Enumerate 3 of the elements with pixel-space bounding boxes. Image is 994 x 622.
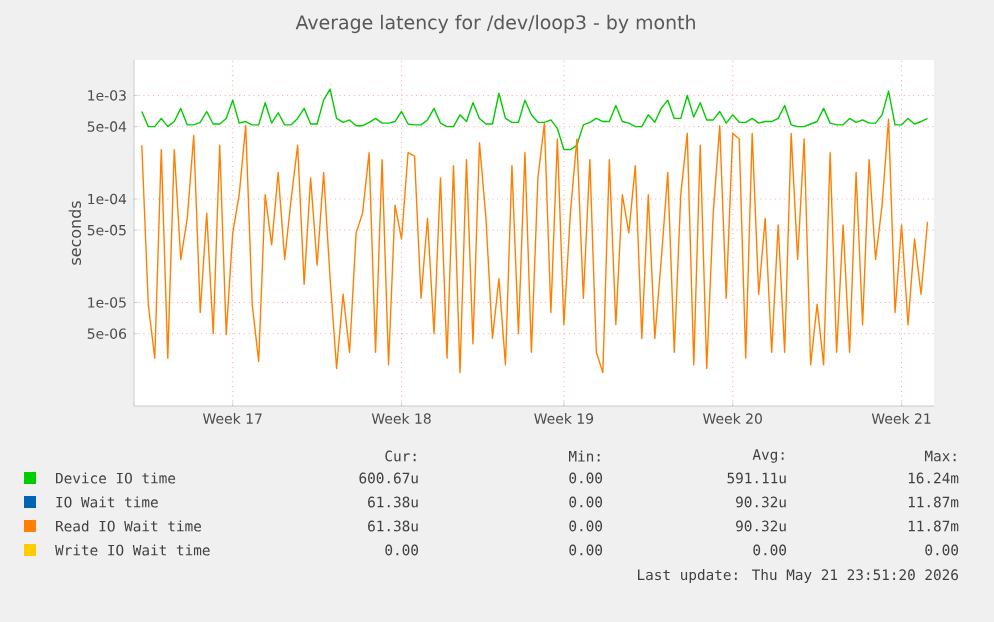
line-series [141, 118, 929, 374]
line-series [141, 88, 929, 151]
chart-title: Average latency for /dev/loop3 - by month [295, 14, 695, 34]
